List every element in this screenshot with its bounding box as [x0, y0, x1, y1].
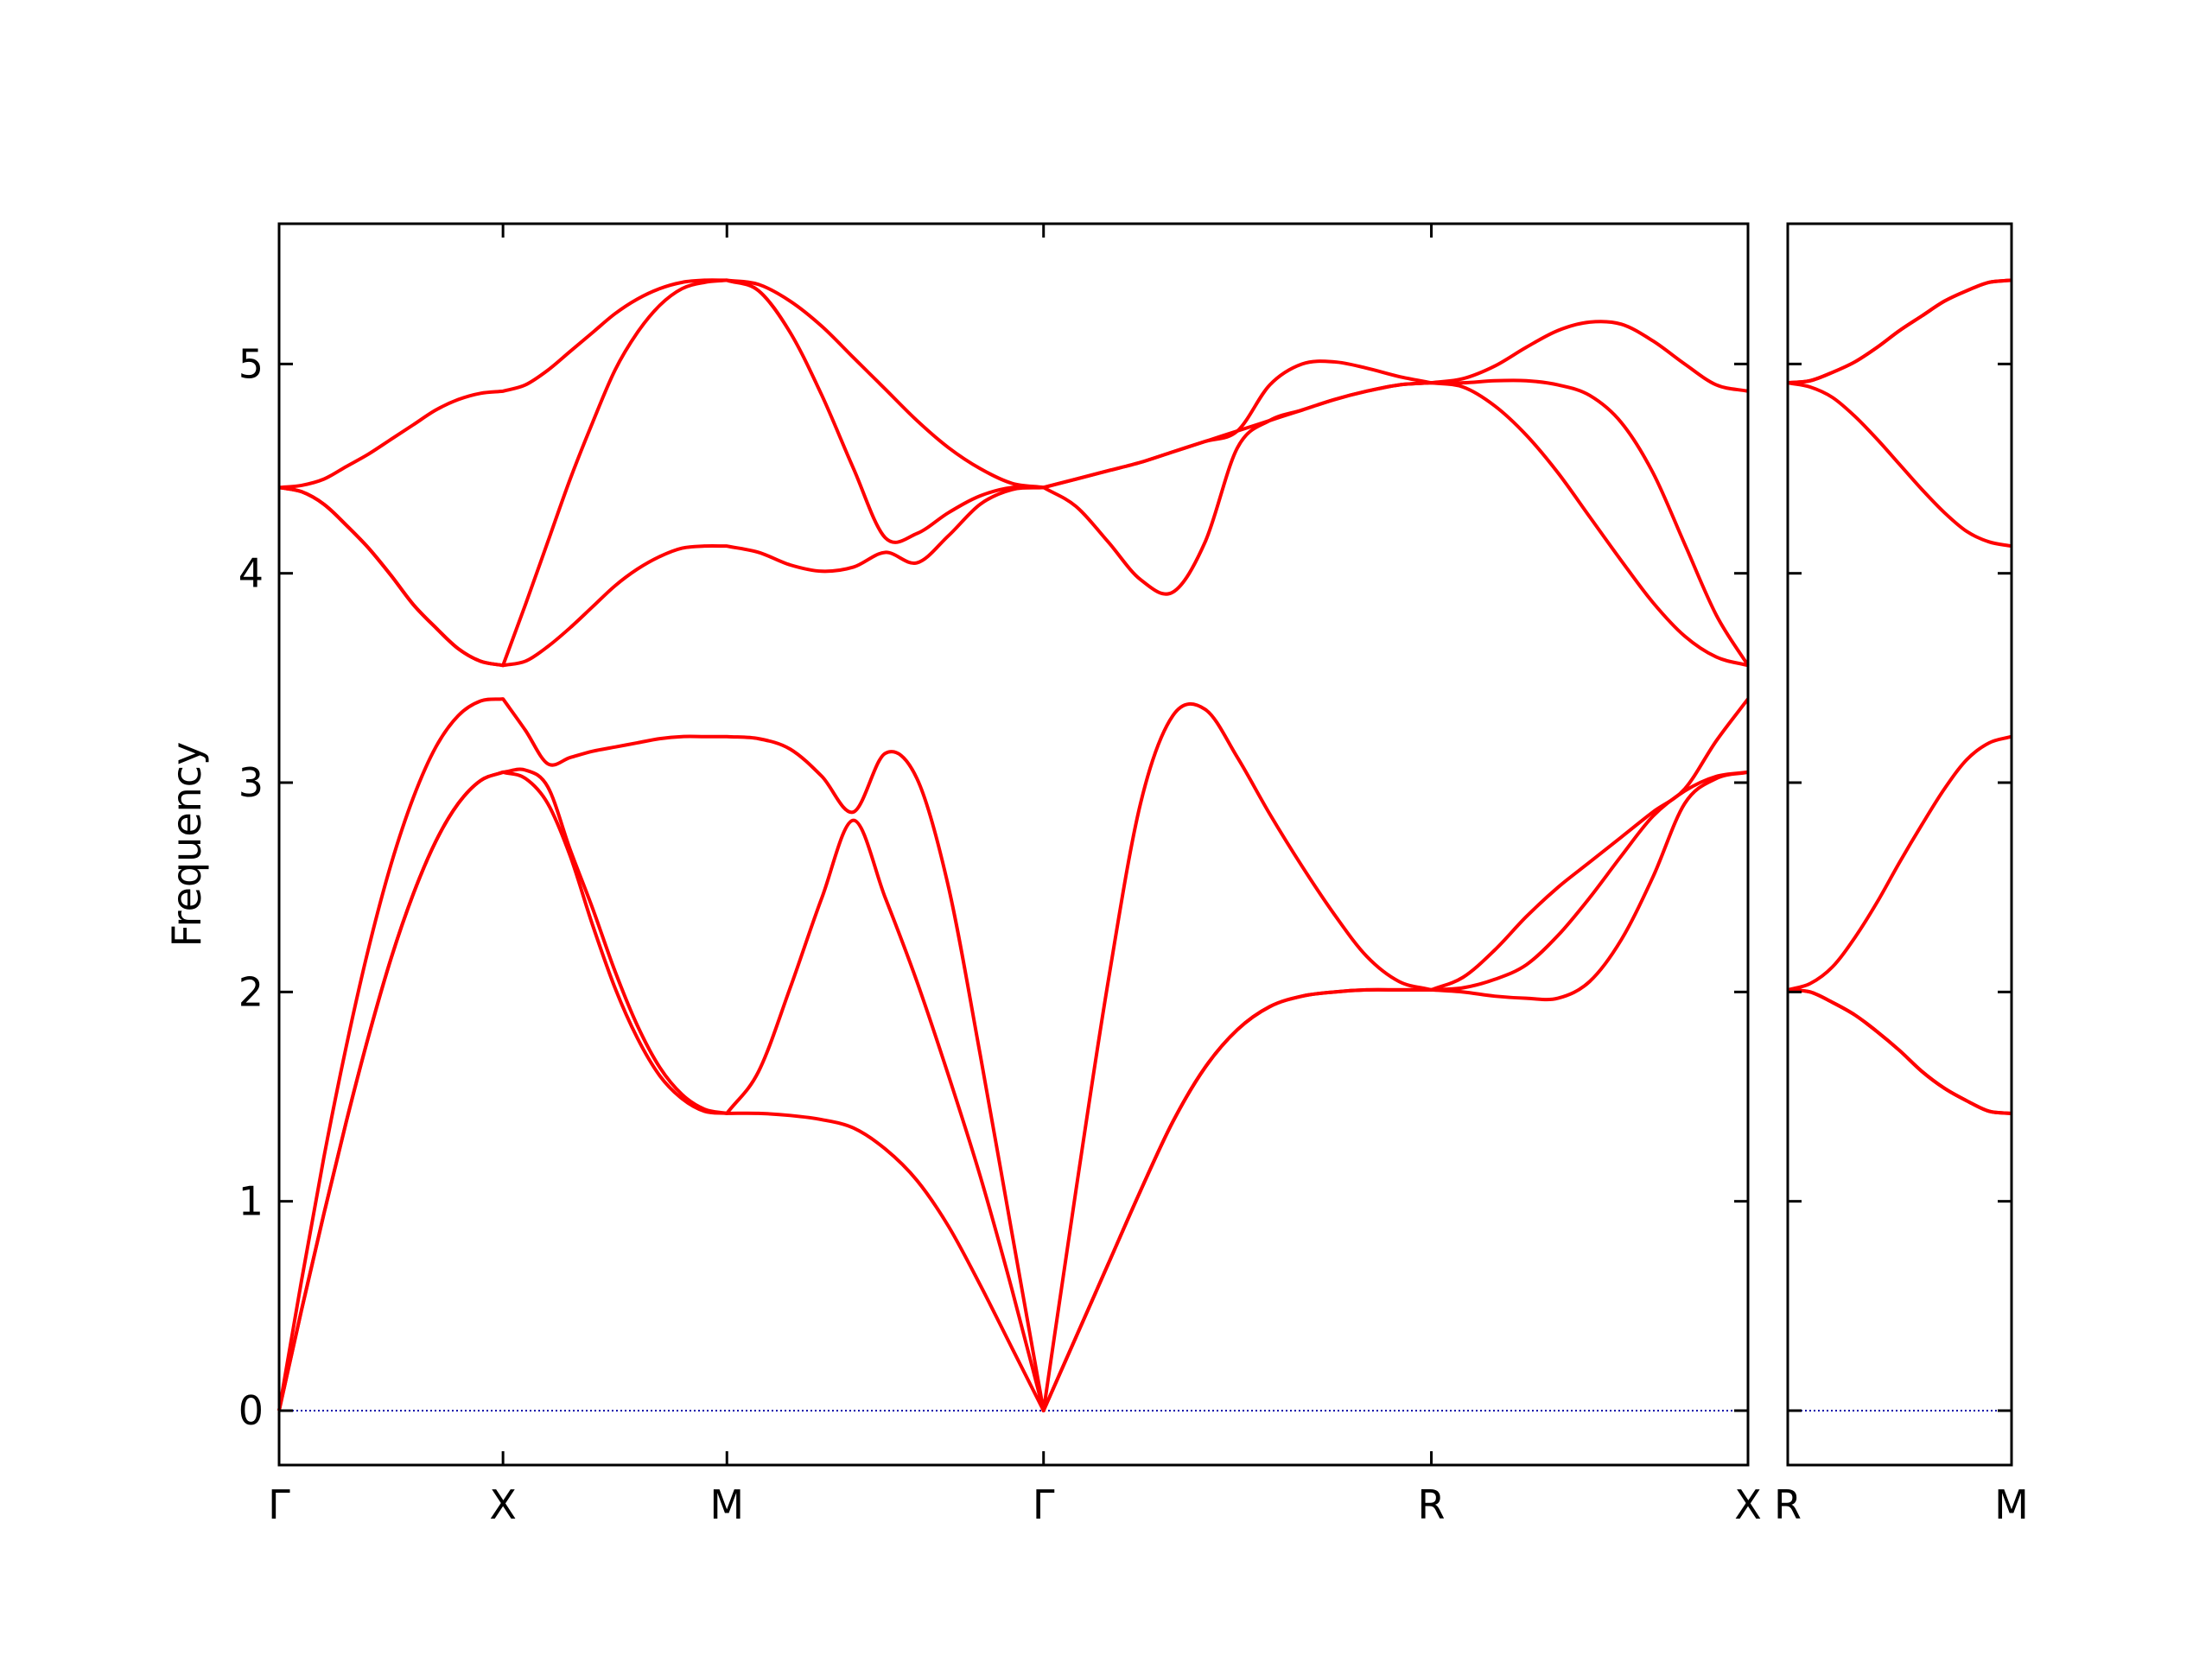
y-tick-label: 4 [238, 550, 264, 597]
x-tick-label: R [1774, 1481, 1802, 1528]
axes-frame [277, 222, 1750, 1467]
band-line [277, 767, 1749, 1412]
y-tick-label: 1 [238, 1178, 264, 1225]
y-axis-label: Frequency [163, 742, 210, 948]
x-tick-label: X [1734, 1481, 1762, 1528]
x-tick-label: M [1994, 1481, 2029, 1528]
axes-frame [1786, 222, 2013, 1467]
y-tick-label: 3 [238, 759, 264, 806]
x-tick-label: Γ [1033, 1481, 1055, 1528]
y-tick-label: 5 [238, 340, 264, 387]
x-tick-label: M [709, 1481, 744, 1528]
band-line [1787, 278, 2012, 385]
x-tick-label: X [489, 1481, 517, 1528]
band-line [1787, 734, 2012, 992]
band-line [277, 697, 1750, 1412]
band-line [1787, 987, 2012, 1115]
band-line [278, 278, 1749, 490]
x-tick-label: R [1418, 1481, 1446, 1528]
band-line [278, 278, 1750, 668]
y-tick-label: 2 [238, 968, 264, 1015]
x-tick-label: Γ [268, 1481, 290, 1528]
y-tick-label: 0 [238, 1387, 264, 1434]
band-line [1787, 381, 2012, 549]
